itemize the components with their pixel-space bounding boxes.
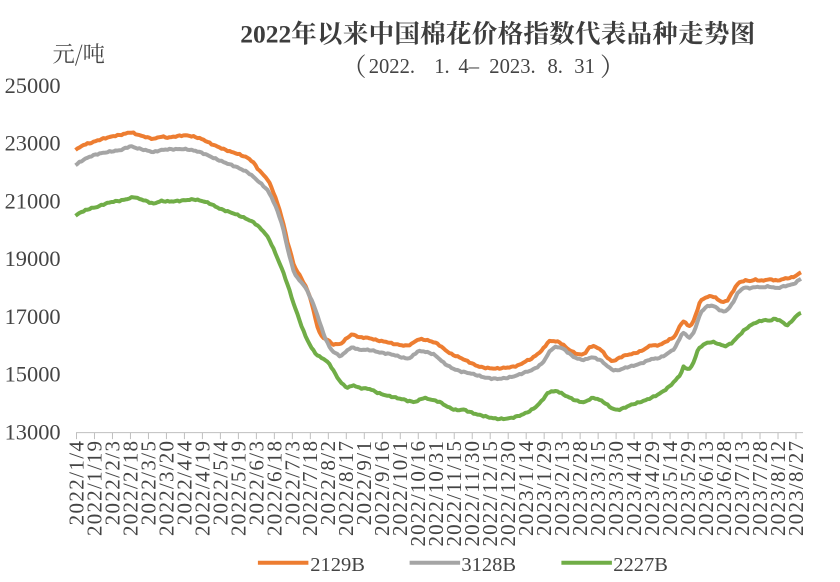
svg-text:2022/9/16: 2022/9/16 xyxy=(370,441,394,536)
svg-text:2023/3/30: 2023/3/30 xyxy=(604,441,628,536)
svg-text:25000: 25000 xyxy=(5,73,61,98)
svg-text:2022/9/1: 2022/9/1 xyxy=(352,441,376,525)
svg-text:23000: 23000 xyxy=(5,131,61,156)
svg-text:2023/3/15: 2023/3/15 xyxy=(586,441,610,536)
svg-text:2022.: 2022. xyxy=(369,56,415,78)
svg-text:8.: 8. xyxy=(548,56,563,78)
svg-text:2023/2/13: 2023/2/13 xyxy=(550,441,574,536)
svg-text:2022/7/18: 2022/7/18 xyxy=(298,441,322,536)
svg-text:2022/5/4: 2022/5/4 xyxy=(208,441,232,526)
svg-text:2023/1/14: 2023/1/14 xyxy=(514,441,538,537)
svg-text:3128B: 3128B xyxy=(461,554,516,576)
svg-text:4–: 4– xyxy=(458,56,479,78)
svg-text:2022/10/16: 2022/10/16 xyxy=(406,441,430,547)
svg-text:2022/11/15: 2022/11/15 xyxy=(442,441,466,547)
svg-text:2023/8/27: 2023/8/27 xyxy=(784,441,808,536)
svg-text:2023/8/12: 2023/8/12 xyxy=(766,441,790,536)
svg-text:2023/4/14: 2023/4/14 xyxy=(622,441,646,537)
svg-text:2022/4/4: 2022/4/4 xyxy=(172,441,196,526)
svg-text:2022/5/19: 2022/5/19 xyxy=(226,441,250,536)
svg-text:2022/7/3: 2022/7/3 xyxy=(280,441,304,525)
svg-text:2023/7/28: 2023/7/28 xyxy=(748,441,772,536)
svg-text:2023/7/13: 2023/7/13 xyxy=(730,441,754,536)
svg-text:1.: 1. xyxy=(434,56,449,78)
svg-text:17000: 17000 xyxy=(5,304,61,329)
svg-text:2023/2/28: 2023/2/28 xyxy=(568,441,592,536)
svg-text:19000: 19000 xyxy=(5,246,61,271)
svg-text:2023/1/29: 2023/1/29 xyxy=(532,441,556,536)
svg-text:2227B: 2227B xyxy=(613,554,668,576)
svg-text:2022/2/3: 2022/2/3 xyxy=(100,441,124,525)
svg-text:2022/8/2: 2022/8/2 xyxy=(316,441,340,525)
svg-text:2129B: 2129B xyxy=(310,554,365,576)
svg-text:2022/1/4: 2022/1/4 xyxy=(64,441,88,526)
svg-text:2022/2/18: 2022/2/18 xyxy=(118,441,142,536)
svg-text:2022/1/19: 2022/1/19 xyxy=(82,441,106,536)
svg-text:21000: 21000 xyxy=(5,188,61,213)
svg-text:2022/3/20: 2022/3/20 xyxy=(154,441,178,536)
svg-text:13000: 13000 xyxy=(5,419,61,444)
svg-text:31: 31 xyxy=(574,56,595,78)
svg-text:2023/6/13: 2023/6/13 xyxy=(694,441,718,536)
svg-text:2022/12/30: 2022/12/30 xyxy=(496,441,520,547)
svg-text:15000: 15000 xyxy=(5,362,61,387)
svg-text:2023/4/29: 2023/4/29 xyxy=(640,441,664,536)
svg-text:2022/6/18: 2022/6/18 xyxy=(262,441,286,536)
svg-text:2023/5/14: 2023/5/14 xyxy=(658,441,682,537)
svg-text:2022/11/30: 2022/11/30 xyxy=(460,441,484,547)
svg-text:2022/6/3: 2022/6/3 xyxy=(244,441,268,525)
svg-text:2023.: 2023. xyxy=(489,56,535,78)
svg-text:2022/12/15: 2022/12/15 xyxy=(478,441,502,547)
svg-text:2022/3/5: 2022/3/5 xyxy=(136,441,160,525)
svg-text:2023/6/28: 2023/6/28 xyxy=(712,441,736,536)
svg-text:2022/10/31: 2022/10/31 xyxy=(424,441,448,547)
svg-text:2022/4/19: 2022/4/19 xyxy=(190,441,214,536)
svg-text:2023/5/29: 2023/5/29 xyxy=(676,441,700,536)
svg-text:2022: 2022 xyxy=(240,20,291,49)
svg-text:2022/8/17: 2022/8/17 xyxy=(334,441,358,536)
svg-text:2022/10/1: 2022/10/1 xyxy=(388,441,412,536)
